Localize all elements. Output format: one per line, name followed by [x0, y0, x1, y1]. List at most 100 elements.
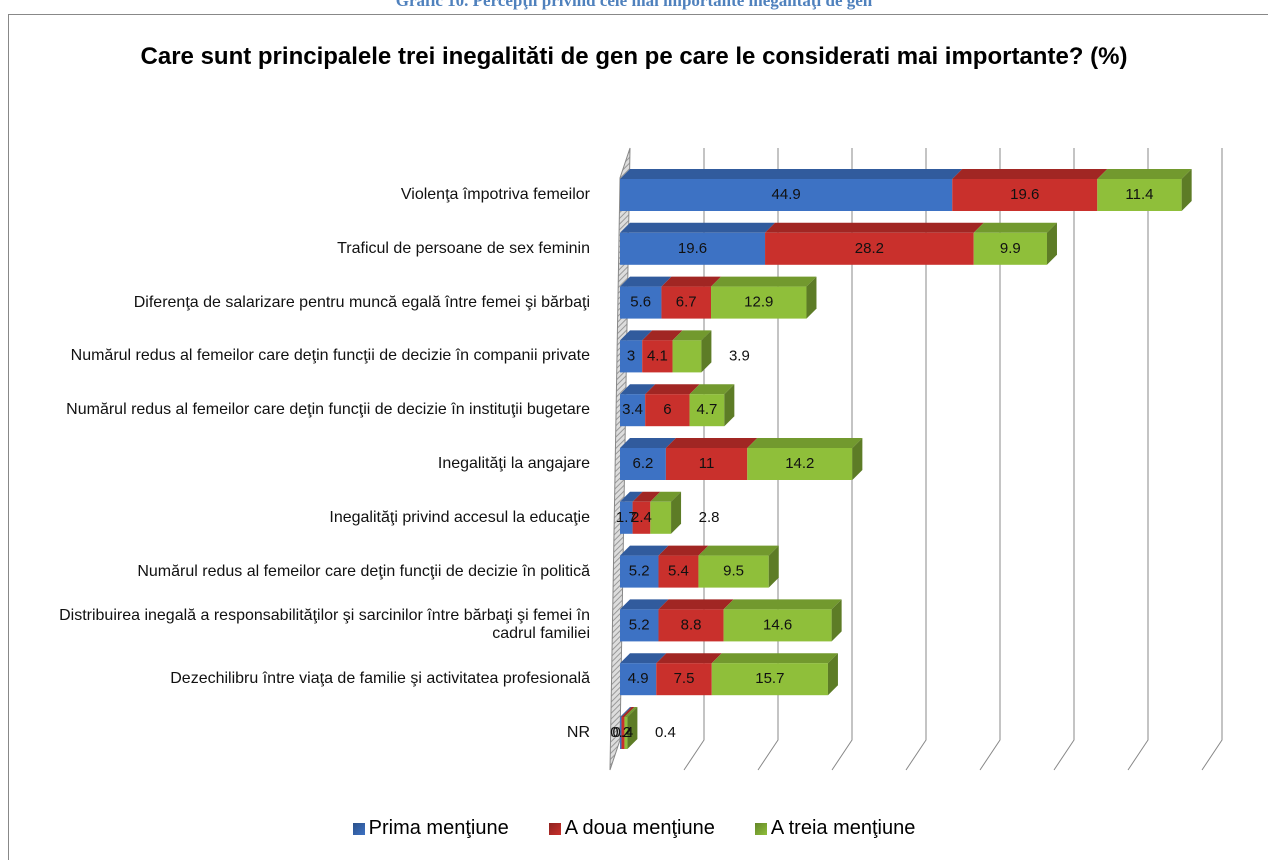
bar-side — [671, 491, 682, 534]
category-label: Numărul redus al femeilor care deţin fun… — [66, 401, 590, 419]
bar — [689, 394, 725, 427]
category-label: Violenţa împotriva femeilor — [400, 186, 590, 203]
category-label: Diferenţa de salarizare pentru muncă ega… — [133, 293, 590, 311]
data-label: 15.7 — [755, 670, 784, 687]
data-label: 4.9 — [628, 670, 649, 687]
bar-top — [665, 438, 758, 448]
category-label: Inegalităţi la angajare — [437, 455, 590, 472]
bar — [620, 555, 659, 588]
bar-top — [620, 599, 669, 610]
bar-top — [620, 545, 669, 556]
data-label: 3 — [627, 347, 635, 364]
bar-top — [620, 330, 653, 341]
data-label: 5.4 — [668, 563, 689, 580]
grid-line — [831, 148, 853, 771]
bar-side — [827, 653, 838, 696]
grid-line — [1127, 148, 1149, 771]
bar-top — [620, 384, 656, 395]
bar-side — [831, 599, 842, 642]
bar — [765, 232, 974, 265]
bar — [620, 286, 662, 319]
bar — [620, 501, 633, 534]
bar-top — [620, 491, 643, 502]
bar-top — [621, 707, 635, 717]
bar-top — [689, 384, 735, 395]
bar-top — [632, 491, 661, 502]
legend-label: A doua menţiune — [564, 817, 715, 839]
bar-top — [658, 599, 734, 610]
bar-top — [620, 438, 676, 448]
bar-top — [711, 653, 838, 664]
bar-side — [806, 276, 817, 319]
bar — [620, 232, 766, 265]
data-label: 6.7 — [676, 294, 697, 311]
bar — [620, 394, 646, 427]
data-label: 0.4 — [655, 724, 676, 741]
bar-top — [952, 169, 1108, 179]
bar — [711, 663, 828, 696]
legend-swatch — [548, 822, 561, 835]
data-label: 8.8 — [681, 616, 702, 633]
bar-top — [698, 545, 779, 556]
bar-side — [1046, 222, 1057, 265]
caption: Grafic 10. Percepţii privind cele mai im… — [395, 0, 873, 10]
bar — [973, 232, 1047, 265]
chart-title: Care sunt principalele trei inegalităti … — [140, 43, 1128, 70]
bar — [661, 286, 712, 319]
data-label: 1.7 — [616, 509, 637, 526]
bar-top — [624, 707, 638, 717]
bar-top — [1097, 169, 1192, 179]
legend-swatch — [352, 822, 365, 835]
data-label: 0.4 — [613, 724, 634, 741]
bar-top — [661, 276, 722, 287]
bar-top — [658, 545, 709, 556]
category-label: Dezechilibru între viaţa de familie şi a… — [170, 670, 590, 688]
data-label: 9.9 — [1000, 240, 1021, 257]
grid-line — [1201, 148, 1223, 771]
category-label: Numărul redus al femeilor care deţin fun… — [137, 562, 590, 580]
bar — [620, 179, 953, 211]
bar-side — [1181, 169, 1192, 211]
bar-top — [656, 653, 722, 664]
data-label: 3.9 — [729, 347, 750, 364]
bar — [620, 448, 666, 480]
bar — [624, 717, 628, 749]
bar-top — [620, 169, 963, 179]
data-label: 19.6 — [1010, 186, 1039, 203]
data-label: 14.2 — [785, 455, 814, 472]
bar-top — [642, 330, 683, 341]
data-label: 11.4 — [1125, 186, 1153, 203]
data-label: 5.2 — [629, 616, 650, 633]
bar-side — [852, 438, 863, 480]
category-label: Inegalităţi privind accesul la educaţie — [329, 508, 590, 526]
data-label: 19.6 — [678, 240, 707, 257]
bar — [723, 609, 832, 642]
legend-item: A doua menţiune — [548, 817, 715, 840]
data-label: 11 — [699, 455, 715, 472]
legend-swatch — [754, 822, 767, 835]
data-label: 5.2 — [629, 563, 650, 580]
bar — [645, 394, 690, 427]
bar-top — [620, 276, 672, 287]
chart-frame — [8, 14, 1268, 860]
bar-side — [701, 330, 712, 373]
bar-top — [711, 276, 817, 287]
category-label: NR — [566, 724, 590, 741]
bar — [620, 609, 659, 642]
category-label: Distribuirea inegală a responsabilităţil… — [59, 607, 590, 643]
legend-label: A treia menţiune — [770, 817, 916, 839]
data-label: 4.1 — [647, 347, 668, 364]
bar-top — [973, 222, 1057, 233]
bar — [698, 555, 769, 588]
bar — [672, 340, 702, 373]
bar-top — [620, 653, 667, 664]
bar — [650, 501, 672, 534]
bar — [1097, 179, 1182, 211]
grid-line — [757, 148, 779, 771]
data-label: 14.6 — [763, 616, 792, 633]
data-label: 28.2 — [855, 240, 884, 257]
bar-top — [747, 438, 863, 448]
bar-side — [768, 545, 779, 588]
